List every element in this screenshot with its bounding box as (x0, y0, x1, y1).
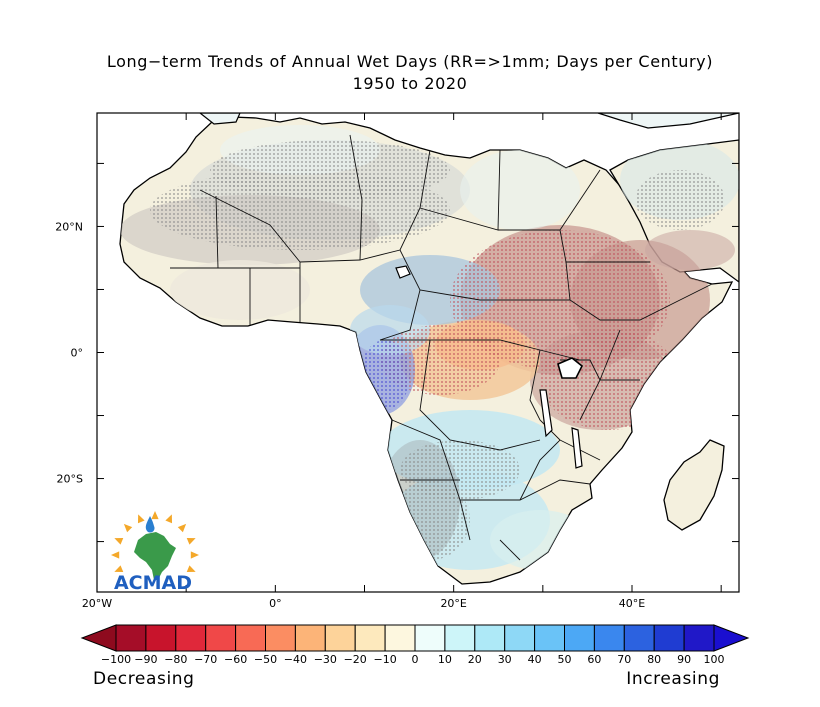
colorbar-level-label: −40 (284, 653, 307, 666)
sun-ray (186, 537, 196, 545)
map-period: 1950 to 2020 (352, 74, 468, 93)
colorbar-swatch (235, 624, 267, 652)
y-tick-label: 20°S (57, 473, 83, 486)
colorbar: −100 −90 −80 −70 −60 −50 −40 −30 −20 −10 0 10 20 30 40… (80, 624, 750, 666)
colorbar-level-label: 20 (468, 653, 482, 666)
colorbar-low-arrow (80, 624, 117, 652)
colorbar-swatch (414, 624, 446, 652)
colorbar-swatch (205, 624, 237, 652)
axis-ticks: 20°W 0° 20°E 40°E 20°N 0° 20°S (55, 113, 739, 610)
colorbar-swatch (534, 624, 565, 652)
sun-ray (186, 565, 196, 573)
significance-stipple (635, 170, 725, 230)
water-drop-icon (145, 516, 155, 533)
x-tick-label: 40°E (619, 597, 645, 610)
colorbar-level-label: −20 (344, 653, 367, 666)
colorbar-swatch (354, 624, 386, 652)
colorbar-level-label: −90 (134, 653, 157, 666)
colorbar-level-label: −60 (224, 653, 247, 666)
madagascar (663, 439, 725, 531)
x-tick-label: 20°W (82, 597, 112, 610)
colorbar-level-label: −80 (164, 653, 187, 666)
sun-ray (114, 537, 124, 545)
colorbar-swatch (294, 624, 326, 652)
colorbar-swatch (623, 624, 655, 652)
colorbar-level-label: −10 (373, 653, 396, 666)
sun-ray (165, 514, 173, 524)
colorbar-swatch (115, 624, 147, 652)
colorbar-swatch (324, 624, 356, 652)
colorbar-swatch (504, 624, 536, 652)
acmad-logo: ACMAD (111, 511, 199, 594)
colorbar-level-label: 60 (587, 653, 601, 666)
colorbar-high-arrow (713, 624, 750, 652)
colorbar-level-label: −70 (194, 653, 217, 666)
sun-ray (114, 565, 124, 573)
country-borders (170, 134, 713, 561)
colorbar-level-label: 0 (412, 653, 419, 666)
sun-ray (177, 523, 187, 533)
y-tick-label: 20°N (55, 220, 83, 233)
colorbar-level-label: 70 (617, 653, 631, 666)
colorbar-swatch (474, 624, 506, 652)
acmad-logo-text: ACMAD (114, 572, 192, 594)
africa-logo-icon (134, 532, 176, 580)
significance-stipple (210, 140, 450, 200)
map-title: Long−term Trends of Annual Wet Days (RR=… (106, 52, 714, 71)
colorbar-level-label: 10 (438, 653, 452, 666)
colorbar-level-label: 50 (558, 653, 572, 666)
colorbar-level-label: 80 (647, 653, 661, 666)
lakes (395, 265, 584, 469)
colorbar-swatch (265, 624, 296, 652)
colorbar-swatch (444, 624, 476, 652)
colorbar-swatch (564, 624, 595, 652)
colorbar-level-label: 30 (498, 653, 512, 666)
colorbar-level-label: 100 (704, 653, 725, 666)
shading-patch (170, 260, 310, 320)
sun-ray (123, 523, 133, 533)
y-tick-label: 0° (71, 347, 84, 360)
colorbar-level-label: 40 (528, 653, 542, 666)
colorbar-swatch (145, 624, 177, 652)
sun-ray (137, 514, 145, 524)
colorbar-swatch (683, 624, 715, 652)
x-tick-label: 20°E (440, 597, 466, 610)
increasing-label: Increasing (626, 669, 720, 689)
colorbar-swatch (653, 624, 685, 652)
colorbar-swatch (384, 624, 416, 652)
colorbar-level-label: −30 (314, 653, 337, 666)
x-tick-label: 0° (269, 597, 282, 610)
colorbar-level-label: −100 (101, 653, 131, 666)
sun-ray (190, 551, 199, 559)
europe-fringe (199, 113, 739, 129)
shading-patch (645, 230, 735, 270)
decreasing-label: Decreasing (93, 669, 195, 689)
sun-rays-icon (111, 511, 199, 573)
shading-patch (460, 150, 580, 230)
colorbar-swatch (175, 624, 207, 652)
significance-stipple (380, 325, 500, 395)
sun-ray (151, 511, 159, 520)
colorbar-level-label: −50 (254, 653, 277, 666)
colorbar-swatch (593, 624, 625, 652)
colorbar-level-label: 90 (677, 653, 691, 666)
sun-ray (111, 551, 120, 559)
